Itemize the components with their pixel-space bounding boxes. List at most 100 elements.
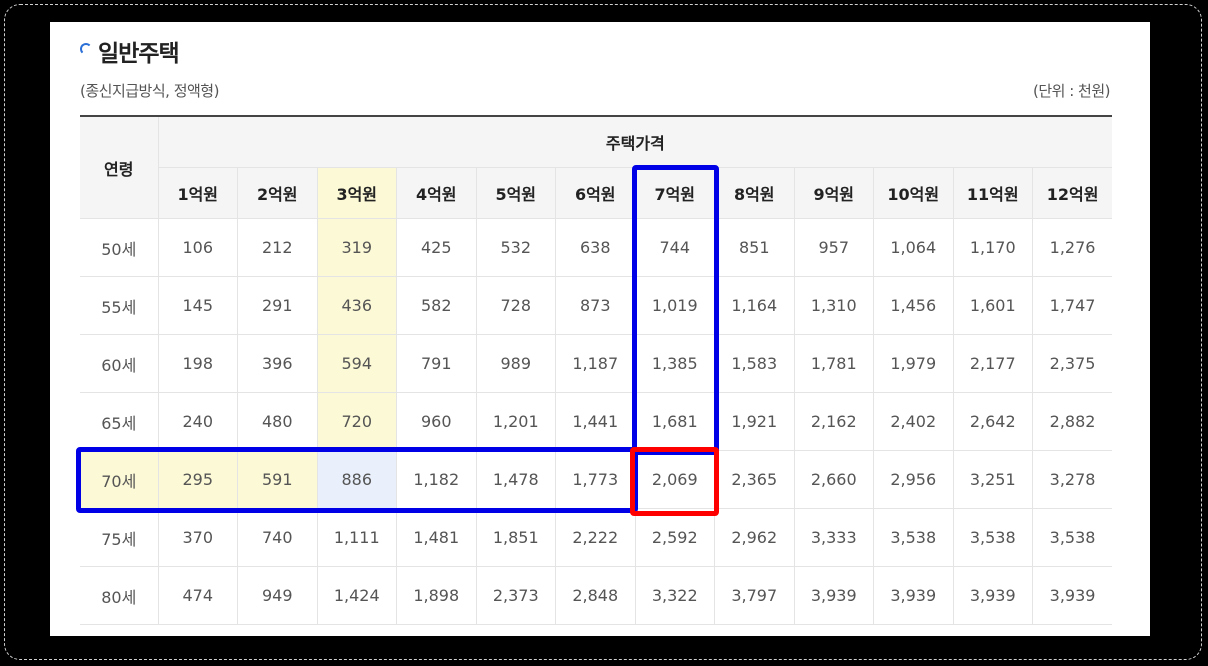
value-cell: 1,064 xyxy=(873,218,954,277)
value-cell: 1,182 xyxy=(396,450,477,509)
value-cell: 1,170 xyxy=(953,218,1033,277)
value-cell: 1,781 xyxy=(794,334,874,393)
value-cell: 1,747 xyxy=(1032,276,1113,335)
value-cell: 1,681 xyxy=(635,392,715,451)
value-cell: 957 xyxy=(794,218,874,277)
value-cell: 2,069 xyxy=(635,450,715,509)
value-cell: 2,222 xyxy=(555,508,636,567)
age-header: 연령 xyxy=(80,116,159,219)
value-cell: 2,882 xyxy=(1032,392,1113,451)
price-header-5: 5억원 xyxy=(476,167,556,219)
value-cell: 319 xyxy=(317,218,397,277)
price-header-4: 4억원 xyxy=(396,167,477,219)
age-cell: 55세 xyxy=(80,276,159,335)
value-cell: 532 xyxy=(476,218,556,277)
value-cell: 2,402 xyxy=(873,392,954,451)
value-cell: 3,939 xyxy=(794,566,874,625)
value-cell: 1,851 xyxy=(476,508,556,567)
value-cell: 960 xyxy=(396,392,477,451)
screenshot-frame xyxy=(4,4,1202,660)
value-cell: 591 xyxy=(237,450,318,509)
value-cell: 1,385 xyxy=(635,334,715,393)
value-cell: 2,375 xyxy=(1032,334,1113,393)
value-cell: 474 xyxy=(158,566,238,625)
value-cell: 1,201 xyxy=(476,392,556,451)
value-cell: 1,773 xyxy=(555,450,636,509)
age-cell: 50세 xyxy=(80,218,159,277)
value-cell: 2,373 xyxy=(476,566,556,625)
age-cell: 75세 xyxy=(80,508,159,567)
price-header-11: 11억원 xyxy=(953,167,1033,219)
value-cell: 2,962 xyxy=(714,508,795,567)
value-cell: 480 xyxy=(237,392,318,451)
value-cell: 1,921 xyxy=(714,392,795,451)
value-cell: 3,939 xyxy=(873,566,954,625)
pension-table: 연령 주택가격 1억원 2억원 3억원 4억원 5억원 6억원 7억원 8억원 9억원 10억원 1… xyxy=(80,115,1113,625)
value-cell: 3,333 xyxy=(794,508,874,567)
value-cell: 3,278 xyxy=(1032,450,1113,509)
unit-label: (단위 : 천원) xyxy=(1033,82,1111,100)
value-cell: 1,441 xyxy=(555,392,636,451)
value-cell: 3,939 xyxy=(1032,566,1113,625)
value-cell: 3,538 xyxy=(873,508,954,567)
value-cell: 740 xyxy=(237,508,318,567)
price-header-10: 10억원 xyxy=(873,167,954,219)
price-header-6: 6억원 xyxy=(555,167,636,219)
value-cell: 1,111 xyxy=(317,508,397,567)
value-cell: 1,478 xyxy=(476,450,556,509)
value-cell: 728 xyxy=(476,276,556,335)
value-cell: 638 xyxy=(555,218,636,277)
table-row: 60세 198 396 594 791 989 1,187 1,385 1,583 1,781 1,… xyxy=(80,334,1113,393)
section-title-text: 일반주택 xyxy=(98,41,180,67)
value-cell: 3,538 xyxy=(953,508,1033,567)
value-cell: 3,538 xyxy=(1032,508,1113,567)
price-group-header: 주택가격 xyxy=(158,116,1113,168)
age-cell: 65세 xyxy=(80,392,159,451)
value-cell: 3,251 xyxy=(953,450,1033,509)
value-cell: 949 xyxy=(237,566,318,625)
content-panel: 일반주택 (종신지급방식, 정액형) (단위 : 천원) 연령 주택가격 1억원… xyxy=(50,22,1150,636)
value-cell: 1,187 xyxy=(555,334,636,393)
value-cell: 1,164 xyxy=(714,276,795,335)
value-cell: 582 xyxy=(396,276,477,335)
price-header-8: 8억원 xyxy=(714,167,795,219)
value-cell: 240 xyxy=(158,392,238,451)
value-cell: 291 xyxy=(237,276,318,335)
value-cell: 1,898 xyxy=(396,566,477,625)
table-row: 50세 106 212 319 425 532 638 744 851 957 1,064 1,170… xyxy=(80,218,1113,277)
value-cell: 851 xyxy=(714,218,795,277)
price-header-7: 7억원 xyxy=(635,167,715,219)
section-bullet-icon xyxy=(80,43,92,55)
value-cell: 198 xyxy=(158,334,238,393)
price-header-9: 9억원 xyxy=(794,167,874,219)
value-cell: 594 xyxy=(317,334,397,393)
table-row: 55세 145 291 436 582 728 873 1,019 1,164 1,310 1,45… xyxy=(80,276,1113,335)
value-cell: 106 xyxy=(158,218,238,277)
value-cell: 989 xyxy=(476,334,556,393)
value-cell: 1,583 xyxy=(714,334,795,393)
value-cell: 1,601 xyxy=(953,276,1033,335)
value-cell: 791 xyxy=(396,334,477,393)
age-cell: 70세 xyxy=(80,450,159,509)
value-cell: 1,979 xyxy=(873,334,954,393)
value-cell: 145 xyxy=(158,276,238,335)
value-cell: 1,276 xyxy=(1032,218,1113,277)
table-row: 70세 295 591 886 1,182 1,478 1,773 2,069 2,365 2,6… xyxy=(80,450,1113,509)
value-cell: 396 xyxy=(237,334,318,393)
value-cell: 2,660 xyxy=(794,450,874,509)
value-cell: 212 xyxy=(237,218,318,277)
value-cell: 3,939 xyxy=(953,566,1033,625)
value-cell: 1,481 xyxy=(396,508,477,567)
value-cell: 1,424 xyxy=(317,566,397,625)
value-cell: 370 xyxy=(158,508,238,567)
price-header-3: 3억원 xyxy=(317,167,397,219)
value-cell: 873 xyxy=(555,276,636,335)
age-cell: 60세 xyxy=(80,334,159,393)
value-cell: 425 xyxy=(396,218,477,277)
value-cell: 744 xyxy=(635,218,715,277)
value-cell: 3,797 xyxy=(714,566,795,625)
table-row: 65세 240 480 720 960 1,201 1,441 1,681 1,921 2,162… xyxy=(80,392,1113,451)
value-cell: 886 xyxy=(317,450,397,509)
value-cell: 2,592 xyxy=(635,508,715,567)
value-cell: 295 xyxy=(158,450,238,509)
